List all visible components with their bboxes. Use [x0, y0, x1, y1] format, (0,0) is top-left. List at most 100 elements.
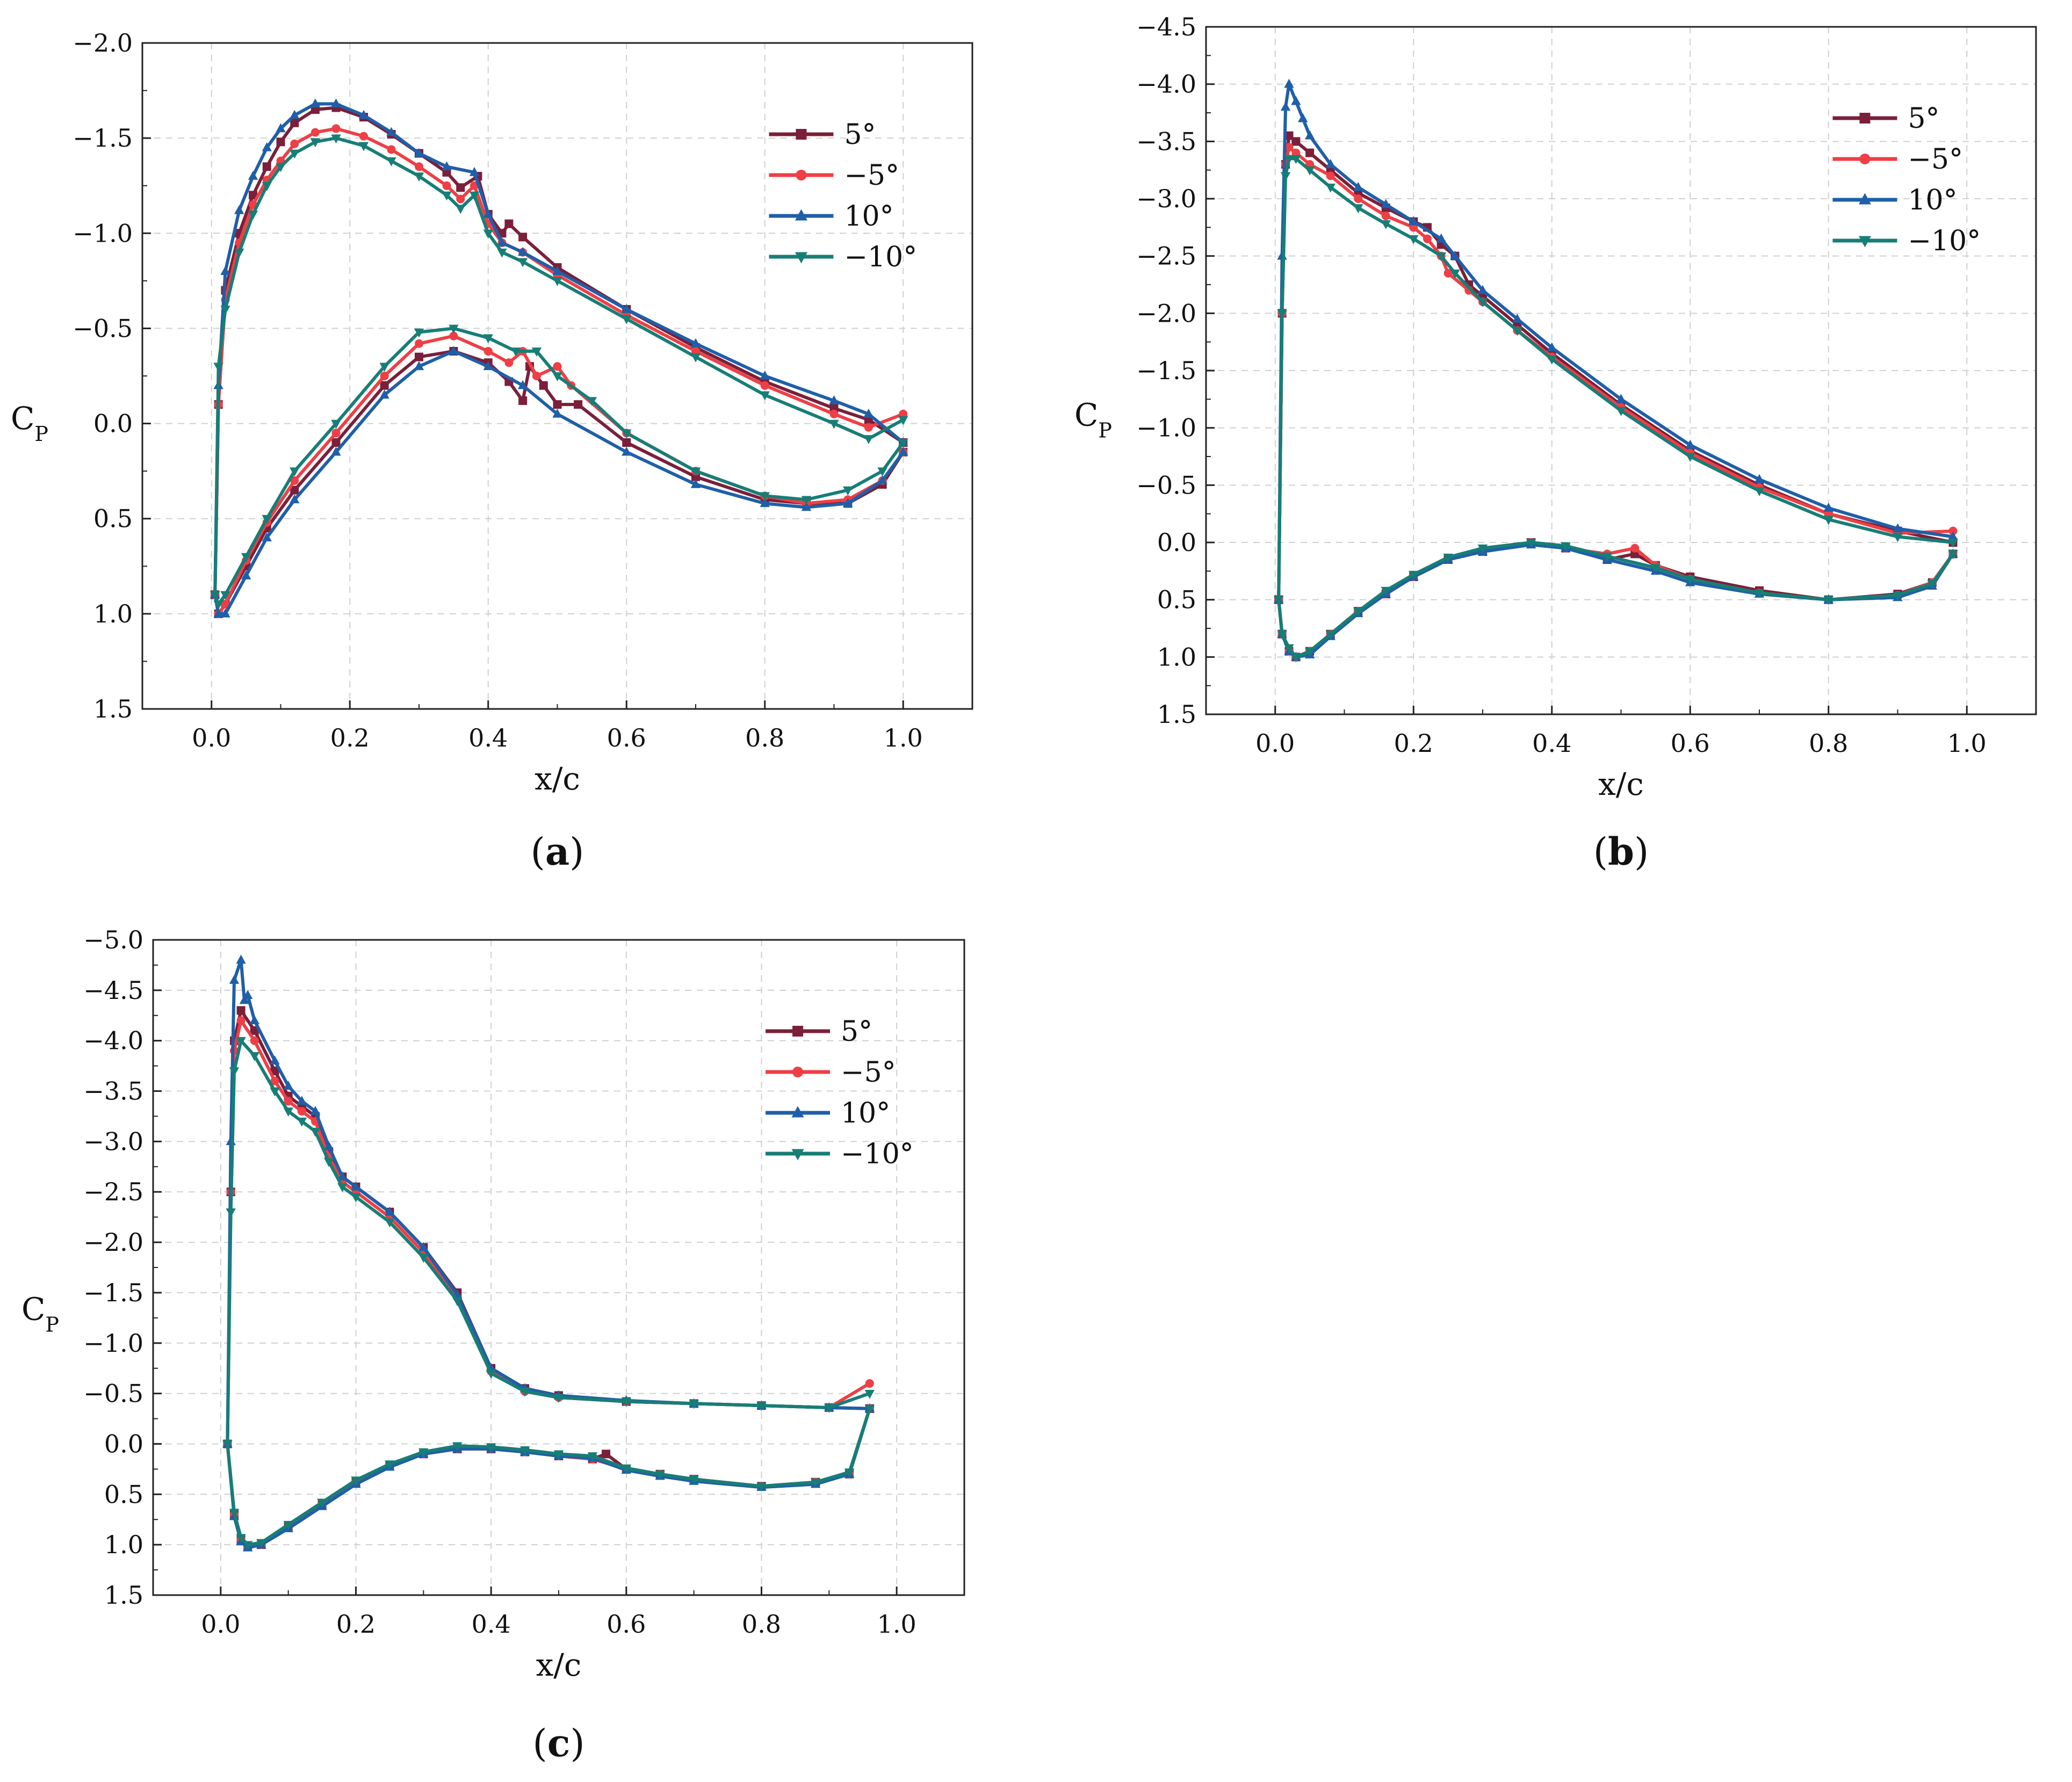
- data-point: [249, 191, 257, 200]
- panel-label-a: (a): [531, 829, 584, 874]
- panel-label-open: (: [531, 830, 545, 874]
- legend-marker: [1859, 113, 1871, 124]
- data-point: [865, 1379, 874, 1388]
- data-point: [1325, 183, 1335, 193]
- data-point: [760, 492, 770, 502]
- data-point: [1512, 327, 1522, 336]
- data-point: [250, 1026, 259, 1035]
- x-axis-title: x/c: [1598, 766, 1644, 802]
- legend-marker: [792, 1026, 804, 1037]
- y-axis-title: CP: [21, 1291, 59, 1337]
- data-point: [222, 1440, 233, 1450]
- y-axis-title: CP: [11, 400, 48, 446]
- data-point: [1823, 503, 1833, 512]
- data-point: [760, 371, 770, 380]
- data-point: [415, 162, 423, 171]
- data-point: [1298, 113, 1308, 122]
- legend-marker: [796, 170, 807, 180]
- data-point: [262, 515, 272, 524]
- y-tick-label: −1.5: [73, 124, 133, 153]
- data-point: [270, 1067, 279, 1075]
- data-point: [552, 266, 562, 275]
- series-line-lower: [213, 349, 905, 615]
- data-point: [622, 438, 631, 447]
- data-point: [221, 600, 230, 609]
- data-point: [358, 142, 369, 151]
- data-point: [323, 1158, 334, 1167]
- data-point: [829, 419, 839, 429]
- data-point: [519, 1388, 530, 1397]
- data-point: [824, 1404, 834, 1413]
- data-point: [504, 358, 514, 367]
- data-point: [213, 363, 223, 372]
- data-point: [220, 266, 230, 275]
- data-point: [486, 1443, 496, 1453]
- data-point: [456, 194, 465, 204]
- data-point: [351, 1193, 361, 1203]
- data-point: [1277, 630, 1287, 640]
- y-tick-label: −2.5: [1136, 242, 1196, 271]
- x-tick-label: 0.2: [330, 723, 370, 752]
- data-point: [310, 98, 321, 108]
- panel-label-letter: c: [547, 1721, 571, 1765]
- legend-item: 5°: [1832, 103, 1940, 135]
- data-point: [574, 400, 583, 409]
- data-point: [863, 435, 874, 444]
- legend-label: −10°: [844, 241, 917, 273]
- data-point: [1284, 644, 1294, 654]
- data-point: [622, 429, 632, 439]
- data-point: [504, 219, 514, 228]
- data-point: [1423, 234, 1432, 243]
- data-point: [290, 494, 300, 504]
- data-point: [262, 532, 272, 541]
- legend-marker: [1858, 236, 1871, 248]
- x-tick-label: 0.4: [468, 723, 508, 752]
- data-point: [442, 191, 452, 201]
- data-point: [622, 304, 632, 313]
- data-point: [414, 328, 424, 338]
- data-point: [553, 400, 562, 409]
- data-point: [483, 208, 493, 218]
- data-point: [379, 363, 389, 372]
- x-tick-label: 0.2: [336, 1610, 376, 1639]
- y-axis-title-subscript: P: [45, 1313, 59, 1337]
- data-point: [449, 331, 458, 341]
- data-point: [283, 1081, 293, 1090]
- data-point: [249, 1015, 259, 1024]
- data-point: [1304, 166, 1315, 176]
- legend-label: 10°: [844, 200, 893, 233]
- x-tick-label: 0.2: [1394, 729, 1433, 758]
- legend-item: −5°: [766, 1056, 896, 1089]
- data-point: [1325, 159, 1335, 168]
- y-tick-label: −1.0: [73, 219, 133, 248]
- data-point: [331, 419, 341, 429]
- data-point: [236, 954, 246, 964]
- legend-label: −5°: [844, 160, 899, 192]
- data-point: [248, 171, 258, 180]
- data-point: [283, 1520, 293, 1530]
- y-tick-label: −4.5: [83, 976, 143, 1005]
- data-point: [1948, 531, 1958, 541]
- data-point: [241, 553, 251, 562]
- data-point: [270, 1087, 280, 1097]
- data-point: [1685, 453, 1695, 462]
- data-point: [801, 502, 812, 511]
- chart-panel-a: 0.0 0.2 0.4 0.6 0.8 1.0 −2.0 −1.5 −1.0 −0.5 0.0 0.5…: [11, 28, 973, 874]
- legend-label: −5°: [1908, 143, 1963, 176]
- data-point: [452, 1297, 463, 1306]
- data-point: [213, 600, 223, 610]
- data-point: [898, 446, 908, 456]
- data-point: [310, 138, 321, 148]
- data-point: [1304, 130, 1315, 140]
- data-point: [1443, 553, 1453, 563]
- data-point: [553, 362, 562, 371]
- legend-label: −10°: [1908, 225, 1981, 257]
- data-point: [1450, 250, 1460, 260]
- legend-a: 5° −5° 10° −10°: [769, 119, 917, 273]
- x-axis-title: x/c: [535, 760, 580, 797]
- series-line-upper: [213, 127, 905, 597]
- data-point: [622, 446, 632, 456]
- data-point: [1381, 212, 1390, 220]
- y-tick-label: −3.0: [83, 1127, 143, 1156]
